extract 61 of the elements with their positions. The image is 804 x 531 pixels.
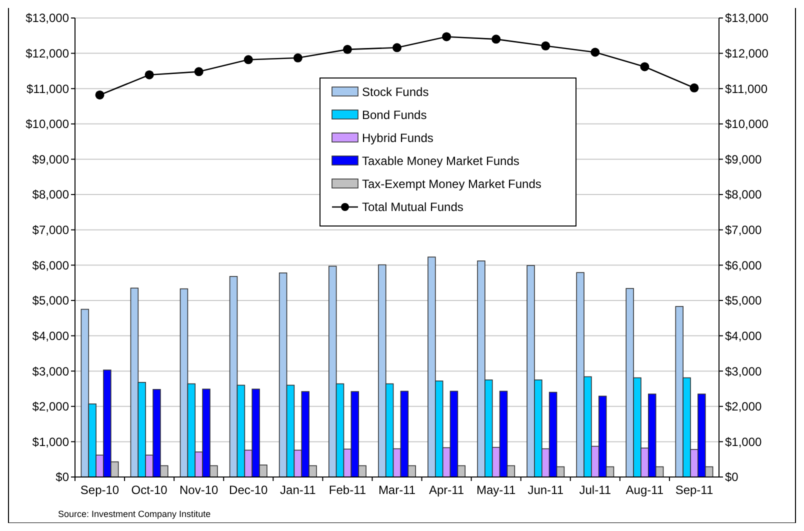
point [244, 55, 253, 64]
y2-tick-label: $2,000 [725, 400, 762, 414]
x-tick-label: Apr-11 [428, 483, 464, 497]
legend-label: Total Mutual Funds [362, 200, 464, 214]
x-tick-label: Jul-11 [579, 483, 612, 497]
y2-tick-label: $10,000 [725, 117, 769, 132]
y-tick-label: $1,000 [32, 434, 70, 449]
y2-tick-label: $7,000 [725, 223, 762, 238]
y-tick-label: $5,000 [32, 294, 70, 308]
y-tick-label: $9,000 [32, 152, 70, 166]
y2-tick-label: $8,000 [725, 188, 762, 202]
point [144, 70, 154, 80]
x-tick-label: Nov-10 [180, 483, 219, 497]
point [442, 32, 452, 42]
y-tick-label: $0 [56, 470, 70, 484]
point [640, 62, 650, 72]
y2-tick-label: $9,000 [725, 152, 762, 166]
y-tick-label: $10,000 [26, 117, 70, 132]
y2-tick-label: $11,000 [725, 82, 768, 96]
y-tick-label: $7,000 [32, 223, 70, 238]
x-tick-label: Jun-11 [528, 483, 564, 497]
y-tick-label: $2,000 [32, 400, 70, 414]
y-tick-label: $12,000 [26, 46, 70, 61]
point [293, 53, 302, 62]
y-tick-label: $4,000 [32, 328, 70, 343]
point [342, 44, 352, 54]
x-tick-label: Sep-11 [675, 483, 714, 497]
y2-tick-label: $3,000 [725, 364, 762, 378]
legend-label: Hybrid Funds [362, 131, 434, 146]
point [541, 41, 550, 50]
y2-tick-label: $4,000 [725, 328, 762, 343]
y-tick-label: $11,000 [26, 82, 70, 96]
y-tick-label: $13,000 [26, 11, 70, 26]
x-tick-label: Feb-11 [328, 483, 366, 497]
x-tick-label: Sep-10 [80, 483, 120, 497]
legend-label: Tax-Exempt Money Market Funds [362, 177, 542, 192]
point [690, 83, 699, 92]
x-tick-label: Dec-10 [229, 483, 268, 497]
point [590, 48, 600, 57]
point [194, 67, 204, 76]
x-tick-label: May-11 [476, 483, 516, 497]
legend-label: Taxable Money Market Funds [362, 154, 520, 168]
point [95, 90, 104, 100]
y2-tick-label: $1,000 [725, 434, 762, 449]
y2-tick-label: $0 [725, 470, 739, 484]
y-tick-label: $8,000 [32, 188, 70, 202]
x-tick-label: Jan-11 [280, 483, 316, 497]
x-tick-label: Mar-11 [378, 483, 416, 497]
y-tick-label: $3,000 [32, 364, 70, 378]
legend-label: Stock Funds [362, 85, 429, 100]
point [392, 43, 402, 52]
y2-tick-label: $12,000 [725, 46, 769, 61]
x-tick-label: Aug-11 [626, 483, 664, 497]
y-tick-label: $6,000 [32, 258, 70, 272]
y2-tick-label: $13,000 [725, 11, 769, 26]
legend-label: Bond Funds [362, 108, 427, 122]
y2-tick-label: $6,000 [725, 258, 762, 272]
x-tick-label: Oct-10 [131, 483, 168, 497]
point [492, 34, 501, 44]
y2-tick-label: $5,000 [725, 294, 762, 308]
source-note: Source: Investment Company Institute [58, 509, 211, 519]
